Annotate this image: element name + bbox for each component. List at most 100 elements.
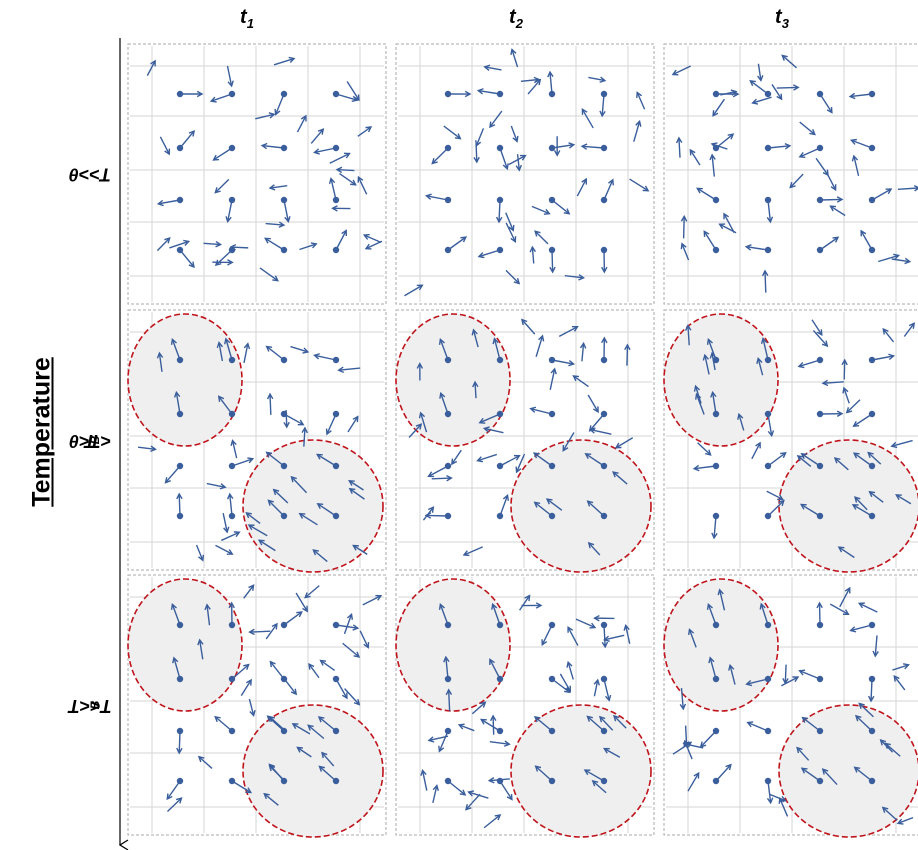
- spin-arrow: [428, 735, 449, 742]
- spin-arrow-head: [268, 764, 276, 772]
- spin-arrow-head: [599, 110, 606, 118]
- spin-arrow: [330, 178, 337, 201]
- spin-arrow: [318, 716, 337, 732]
- spin-arrow: [248, 524, 268, 537]
- spin-arrow-head: [766, 216, 774, 224]
- spin-arrow: [880, 739, 894, 753]
- column-header-t1: t1: [217, 6, 277, 31]
- spin-arrow: [499, 780, 513, 800]
- lattice-site: [764, 144, 772, 152]
- spin-arrow-head: [476, 456, 484, 463]
- spin-arrow: [346, 81, 360, 101]
- spin-arrow-head: [513, 454, 521, 461]
- spin-arrow: [365, 240, 383, 250]
- spin-arrow-head: [798, 669, 806, 676]
- spin-arrow: [283, 199, 290, 222]
- spin-arrow: [746, 678, 769, 685]
- spin-arrow-head: [562, 445, 569, 452]
- spin-arrow-head: [227, 80, 234, 88]
- spin-arrow-head: [842, 386, 849, 394]
- spin-arrow-head: [789, 181, 796, 189]
- spin-arrow-head: [692, 464, 700, 472]
- spin-arrow-head: [427, 736, 435, 743]
- spin-arrow-head: [727, 133, 735, 140]
- spin-arrow-head: [348, 479, 355, 486]
- spin-arrow-head: [156, 351, 164, 359]
- spin-arrow: [534, 716, 553, 732]
- spin-arrow-head: [164, 237, 171, 244]
- spin-arrow: [231, 664, 250, 680]
- spin-arrow: [296, 115, 307, 133]
- spin-arrow-head: [479, 718, 487, 725]
- magnetic-domain-lower: [242, 439, 384, 573]
- spin-arrow: [534, 230, 549, 245]
- spin-arrow-head: [568, 142, 576, 149]
- spin-arrow: [231, 780, 252, 794]
- spin-arrow: [438, 730, 449, 752]
- spin-arrow: [215, 544, 233, 555]
- spin-arrow: [624, 625, 631, 644]
- spin-arrow: [812, 330, 828, 347]
- magnetic-domain-lower: [510, 439, 652, 573]
- spin-arrow-head: [465, 804, 472, 811]
- spin-arrow-head: [175, 797, 183, 804]
- spin-arrow-head: [776, 93, 783, 101]
- spin-arrow-head: [837, 546, 845, 553]
- spin-arrow: [275, 93, 285, 115]
- spin-arrow-head: [816, 329, 823, 337]
- spin-arrow-head: [494, 814, 502, 821]
- spin-arrow: [811, 319, 823, 336]
- spin-arrow: [510, 125, 518, 142]
- spin-arrow-head: [796, 455, 804, 462]
- panel-r3-c2: [395, 574, 655, 838]
- spin-arrow-head: [503, 740, 511, 747]
- spin-arrow: [860, 230, 873, 251]
- spin-arrow: [903, 322, 915, 337]
- spin-arrow-head: [156, 199, 164, 207]
- spin-arrow: [781, 54, 797, 69]
- spin-arrow-head: [268, 184, 276, 191]
- spin-arrow-head: [478, 417, 486, 424]
- spin-arrow-head: [798, 152, 806, 159]
- spin-arrow-head: [296, 611, 303, 618]
- spin-arrow-head: [357, 175, 364, 183]
- spin-arrow: [505, 269, 520, 285]
- spin-arrow: [584, 769, 605, 782]
- spin-arrow-head: [642, 185, 650, 192]
- magnetic-domain-lower: [510, 704, 652, 838]
- spin-arrow: [575, 618, 596, 629]
- spin-arrow-head: [316, 453, 323, 460]
- spin-arrow-head: [601, 641, 609, 649]
- spin-arrow-head: [427, 471, 435, 478]
- spin-arrow-head: [836, 410, 844, 417]
- column-header-sub: 2: [515, 16, 523, 31]
- panel-r2-c2: [395, 309, 655, 573]
- spin-arrow-head: [269, 660, 276, 668]
- spin-arrow-head: [844, 586, 851, 594]
- spin-arrow: [357, 176, 368, 195]
- spin-arrow-head: [245, 512, 252, 519]
- magnetic-domain-upper: [663, 313, 779, 447]
- spin-arrow: [320, 659, 336, 672]
- spin-arrow: [764, 270, 767, 293]
- spin-arrow-head: [821, 768, 829, 775]
- spin-arrow: [362, 595, 382, 606]
- spin-arrow: [165, 465, 181, 484]
- spin-arrow: [711, 143, 728, 150]
- spin-arrow-head: [512, 135, 519, 143]
- column-header-sub: 3: [781, 16, 789, 31]
- panel-r3-c3: [663, 574, 918, 838]
- spin-arrow-head: [492, 337, 499, 345]
- spin-arrow-head: [572, 375, 580, 382]
- spin-arrow-head: [183, 239, 191, 246]
- spin-arrow-head: [176, 747, 183, 755]
- spin-arrow: [582, 145, 605, 149]
- spin-arrow: [779, 798, 789, 817]
- spin-arrow-head: [214, 715, 221, 723]
- spin-arrow-head: [267, 499, 274, 506]
- spin-arrow-head: [745, 679, 753, 687]
- spin-arrow: [551, 143, 574, 149]
- spin-arrow: [629, 178, 649, 192]
- spin-arrow: [213, 147, 233, 161]
